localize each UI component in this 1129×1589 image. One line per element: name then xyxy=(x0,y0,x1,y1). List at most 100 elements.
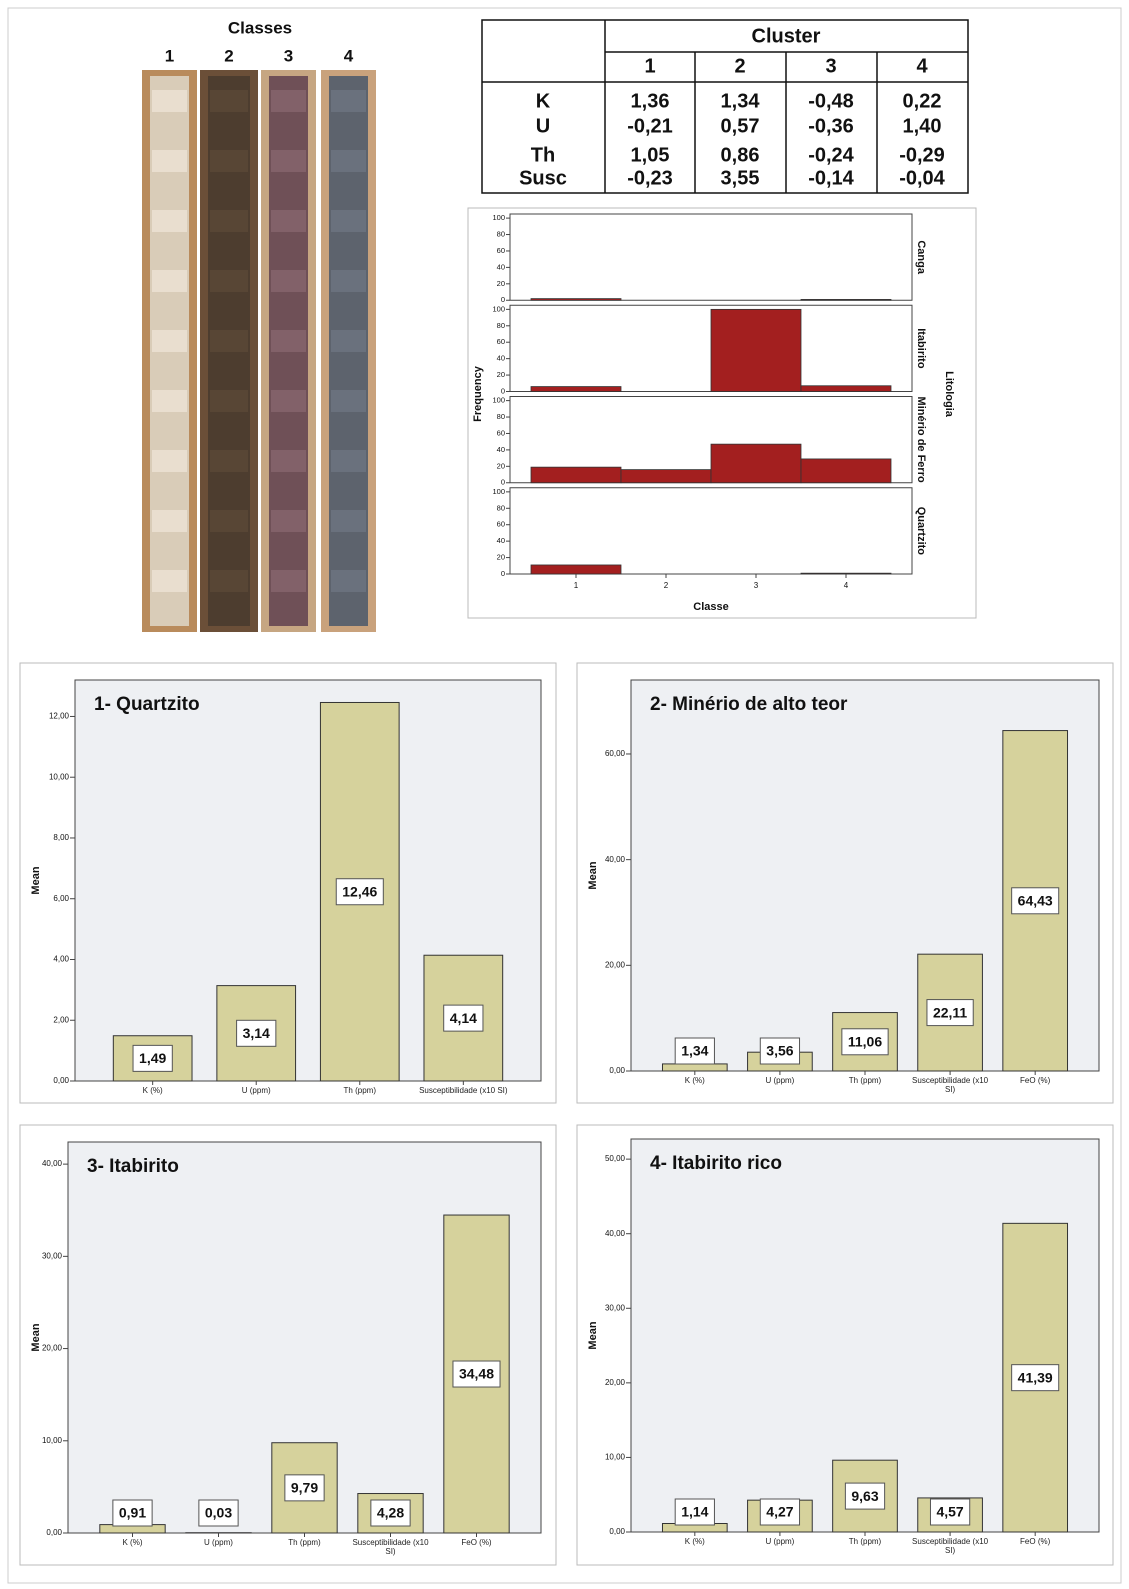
table-grid xyxy=(481,19,969,194)
x-tick-label-box: U (ppm) xyxy=(765,1537,795,1546)
y-axis-label: Mean xyxy=(587,861,599,889)
y-tick-label: 0 xyxy=(501,569,505,578)
core-texture xyxy=(271,570,306,592)
value-label-box xyxy=(929,1498,971,1526)
value-label-box xyxy=(674,1037,715,1065)
table-row-label: Susc xyxy=(519,167,567,189)
y-tick-label: 20 xyxy=(497,553,505,562)
table-row-label: Th xyxy=(531,144,555,166)
x-tick-label: K (%) xyxy=(684,1076,705,1085)
y-tick-label: 8,00 xyxy=(53,833,69,842)
x-tick-label: U (ppm) xyxy=(204,1538,233,1547)
value-label-box xyxy=(132,1044,173,1072)
bar xyxy=(800,385,892,392)
core-texture xyxy=(271,90,306,112)
core-texture xyxy=(210,330,248,352)
y-tick-label: 0,00 xyxy=(53,1076,69,1085)
value-label: 0,91 xyxy=(119,1505,146,1521)
value-label-box xyxy=(284,1474,325,1502)
photo-label: 2 xyxy=(224,46,233,65)
x-tick-label: 4 xyxy=(844,581,849,590)
y-tick-label: 20,00 xyxy=(42,1344,63,1353)
x-tick-label: Th (ppm) xyxy=(848,1076,882,1085)
x-tick-label-box: Th (ppm) xyxy=(849,1537,881,1546)
core-texture xyxy=(152,210,187,232)
y-tick-label: 60 xyxy=(497,246,505,255)
core-texture xyxy=(152,270,187,292)
y-tick-label: 60 xyxy=(497,520,505,529)
y-tick-label: 20 xyxy=(497,279,505,288)
facet-title: Litologia xyxy=(943,371,955,418)
value-label-box xyxy=(759,1037,801,1065)
x-tick-label-box: Susceptibilidade (x10 SI) xyxy=(912,1537,988,1555)
core-texture xyxy=(152,450,187,472)
x-tick-label-box: U (ppm) xyxy=(242,1086,271,1095)
table-cell: -0,23 xyxy=(627,167,673,189)
y-tick-label: 40 xyxy=(497,262,505,271)
core-texture xyxy=(210,210,248,232)
core-texture xyxy=(152,330,187,352)
core-texture xyxy=(271,210,306,232)
core-texture xyxy=(271,270,306,292)
value-label-box xyxy=(841,1028,889,1056)
chart-title: 4- Itabirito rico xyxy=(650,1153,782,1174)
core-texture xyxy=(210,450,248,472)
y-axis-label: Mean xyxy=(587,1321,599,1349)
core-texture xyxy=(210,570,248,592)
core-texture xyxy=(271,150,306,172)
y-tick-label: 100 xyxy=(492,213,505,222)
y-tick-label: 40,00 xyxy=(605,855,626,864)
y-axis-label: Frequency xyxy=(472,365,484,422)
facet-area xyxy=(509,213,913,301)
table-cell: -0,29 xyxy=(899,144,945,166)
x-tick-label: 1 xyxy=(574,581,579,590)
bar xyxy=(800,458,892,484)
bar xyxy=(800,572,892,575)
y-tick-label: 80 xyxy=(497,321,505,330)
bar xyxy=(800,299,892,301)
y-tick-label: 80 xyxy=(497,503,505,512)
table-cell: -0,24 xyxy=(808,144,854,166)
table-column: 1 xyxy=(644,55,655,77)
value-label: 41,39 xyxy=(1018,1369,1053,1385)
y-tick-label: 60 xyxy=(497,337,505,346)
y-tick-label: 2,00 xyxy=(53,1015,69,1024)
table-cell: -0,21 xyxy=(627,115,673,137)
photo-label: 1 xyxy=(165,46,174,65)
y-tick-label: 80 xyxy=(497,230,505,239)
core-texture xyxy=(152,570,187,592)
facet-label: Itabirito xyxy=(915,328,927,369)
value-label: 9,63 xyxy=(851,1488,878,1504)
x-tick-label-box: U (ppm) xyxy=(204,1538,233,1547)
photo-label: 4 xyxy=(344,46,354,65)
core-texture xyxy=(210,90,248,112)
x-tick-label-box: FeO (%) xyxy=(1020,1537,1051,1546)
y-tick-label: 100 xyxy=(492,396,505,405)
x-tick-label-box: Th (ppm) xyxy=(848,1076,882,1085)
core-texture xyxy=(331,210,366,232)
value-label-box xyxy=(335,878,384,906)
y-tick-label: 10,00 xyxy=(49,772,70,781)
value-label: 34,48 xyxy=(459,1366,494,1382)
value-label-box xyxy=(370,1499,411,1527)
bar xyxy=(530,298,622,301)
y-tick-label: 40 xyxy=(497,445,505,454)
core-texture xyxy=(331,270,366,292)
x-tick-label: Th (ppm) xyxy=(343,1086,376,1095)
y-tick-label: 0 xyxy=(501,386,505,395)
x-tick-label-box: K (%) xyxy=(685,1537,705,1546)
x-tick-label: 2 xyxy=(664,581,669,590)
value-label-box xyxy=(452,1360,501,1388)
table-cell: 1,05 xyxy=(631,144,670,166)
x-tick-label: K (%) xyxy=(122,1538,143,1547)
x-tick-label: FeO (%) xyxy=(1020,1537,1051,1546)
core-texture xyxy=(210,510,248,532)
table-cell: 0,86 xyxy=(721,144,760,166)
y-tick-label: 80 xyxy=(497,412,505,421)
x-tick-label: FeO (%) xyxy=(461,1538,492,1547)
core-texture xyxy=(331,150,366,172)
core-texture xyxy=(331,390,366,412)
x-tick-label: U (ppm) xyxy=(765,1537,795,1546)
y-tick-label: 0 xyxy=(501,295,505,304)
table-column: 3 xyxy=(825,55,836,77)
